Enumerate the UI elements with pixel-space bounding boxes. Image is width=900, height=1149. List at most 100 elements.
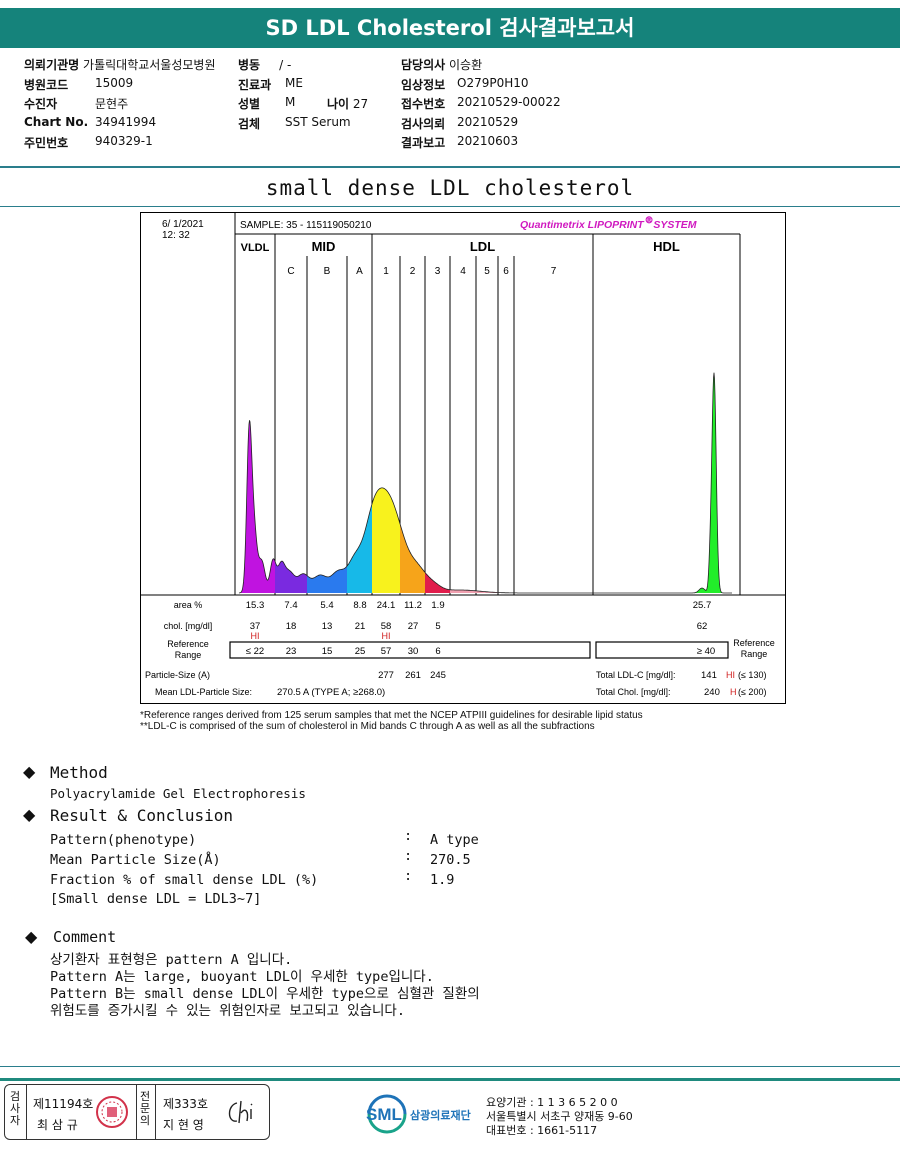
reference-box-hdl [595,641,729,659]
ward-label: 병동 [238,58,261,72]
chart-no-value: 34941994 [95,115,157,129]
band-label: B [324,266,331,277]
chart-brand: Quantimetrix LIPOPRINT ®SYSTEM [520,215,697,231]
age-value: 27 [352,97,369,111]
patient-value: 문현주 [95,97,129,111]
doctor-label: 담당의사 [401,58,446,72]
hi-flag: HI [382,631,391,641]
result-heading: Result & Conclusion [50,806,234,825]
svg-text:SML: SML [366,1105,402,1124]
chol-value: 58 [381,621,392,632]
area-value: 24.1 [377,600,396,611]
hospital-label: 의뢰기관명 [24,58,80,72]
particle-size-value: 261 [405,670,421,681]
group-label: MID [312,239,336,254]
signature-icon [228,1100,253,1124]
result-colon: : [404,848,413,864]
reference-value: 30 [408,646,419,657]
area-value: 15.3 [246,600,265,611]
sex-value: M [285,95,296,109]
patient-label: 수진자 [24,97,58,111]
chol-value: 37 [250,621,261,632]
result-colon: : [404,828,413,844]
report-date-value: 20210603 [457,134,519,148]
chart-sample: SAMPLE: 35 - 115119050210 [240,220,372,231]
method-bullet-icon: ◆ [23,762,36,781]
result-label-fraction: Fraction % of small dense LDL (%) [50,872,319,888]
result-value-fraction: 1.9 [430,872,455,888]
id-label: 주민번호 [24,136,69,150]
chol-value: 21 [355,621,366,632]
method-text: Polyacrylamide Gel Electrophoresis [50,786,306,801]
org-phone: 대표번호 : 1661-5117 [486,1124,598,1137]
request-label: 검사의뢰 [401,117,446,131]
fraction-area-C [275,561,307,593]
reference-value: ≤ 22 [246,646,264,657]
report-date-label: 결과보고 [401,136,446,150]
area-value: 25.7 [693,600,712,611]
band-label: 6 [503,266,509,277]
sml-logo: SML 삼광의료재단 [365,1092,485,1140]
reference-box [229,641,591,659]
dept-label: 진료과 [238,78,272,92]
area-value: 8.8 [353,600,366,611]
comment-line: 위험도를 증가시킬 수 있는 위험인자로 보고되고 있습니다. [50,1003,405,1019]
particle-size-value: 245 [430,670,446,681]
total-chol-reference: (≤ 200) [738,687,766,697]
result-bullet-icon: ◆ [23,805,36,824]
row-label-reference-right: Reference Range [733,638,775,659]
comment-heading: Comment [53,928,117,946]
specialist-license: 제333호 [163,1097,208,1111]
band-label: 5 [484,266,490,277]
result-label-size: Mean Particle Size(Å) [50,852,221,868]
fraction-area-A [347,504,372,593]
org-address: 서울특별시 서초구 양재동 9-60 [486,1110,633,1123]
density-trace [238,372,732,594]
reference-value: 6 [435,646,440,657]
band-label: 1 [383,266,389,277]
result-value-pattern: A type [430,832,479,848]
band-label: 2 [410,266,416,277]
svg-text:삼광의료재단: 삼광의료재단 [410,1108,471,1122]
band-label: 7 [551,266,557,277]
fraction-area-HDL [593,372,732,593]
mean-particle-value: 270.5 A (TYPE A; ≥268.0) [277,687,385,698]
org-code: 요양기관 : 1 1 3 6 5 2 0 0 [486,1096,618,1109]
dept-value: ME [285,76,303,90]
doctor-value: 이승환 [449,58,483,72]
reference-value: ≥ 40 [697,646,715,657]
sex-label: 성별 [238,97,261,111]
inspector-seal-icon [96,1096,128,1128]
total-ldl-reference: (≤ 130) [738,670,766,680]
row-label-area: area % [174,600,203,610]
specimen-label: 검체 [238,117,261,131]
comment-line: 상기환자 표현형은 pattern A 입니다. [50,952,293,968]
area-value: 1.9 [431,600,444,611]
receipt-label: 접수번호 [401,97,446,111]
band-label: C [287,266,294,277]
result-value-size: 270.5 [430,852,471,868]
chol-value: 27 [408,621,419,632]
reference-value: 57 [381,646,392,657]
total-ldl-label: Total LDL-C [mg/dl]: [596,670,676,680]
clinical-value: O279P0H10 [457,76,529,90]
fraction-area-VLDL [239,420,275,593]
divider [0,206,900,207]
band-label: 4 [460,266,466,277]
area-value: 7.4 [284,600,297,611]
reference-value: 25 [355,646,366,657]
inspector-license: 제11194호 [33,1097,94,1111]
total-chol-label: Total Chol. [mg/dl]: [596,687,671,697]
row-label-particle: Particle-Size (A) [145,670,210,680]
result-label-pattern: Pattern(phenotype) [50,832,197,848]
row-label-mean: Mean LDL-Particle Size: [155,687,252,697]
chart-time: 12: 32 [162,230,190,241]
band-label: A [356,266,363,277]
fraction-area-1 [372,487,400,593]
inspector-name: 최 삼 규 [37,1118,78,1132]
area-value: 5.4 [320,600,333,611]
fraction-area-2 [400,523,425,593]
code-value: 15009 [95,76,134,90]
group-label: LDL [470,239,495,254]
